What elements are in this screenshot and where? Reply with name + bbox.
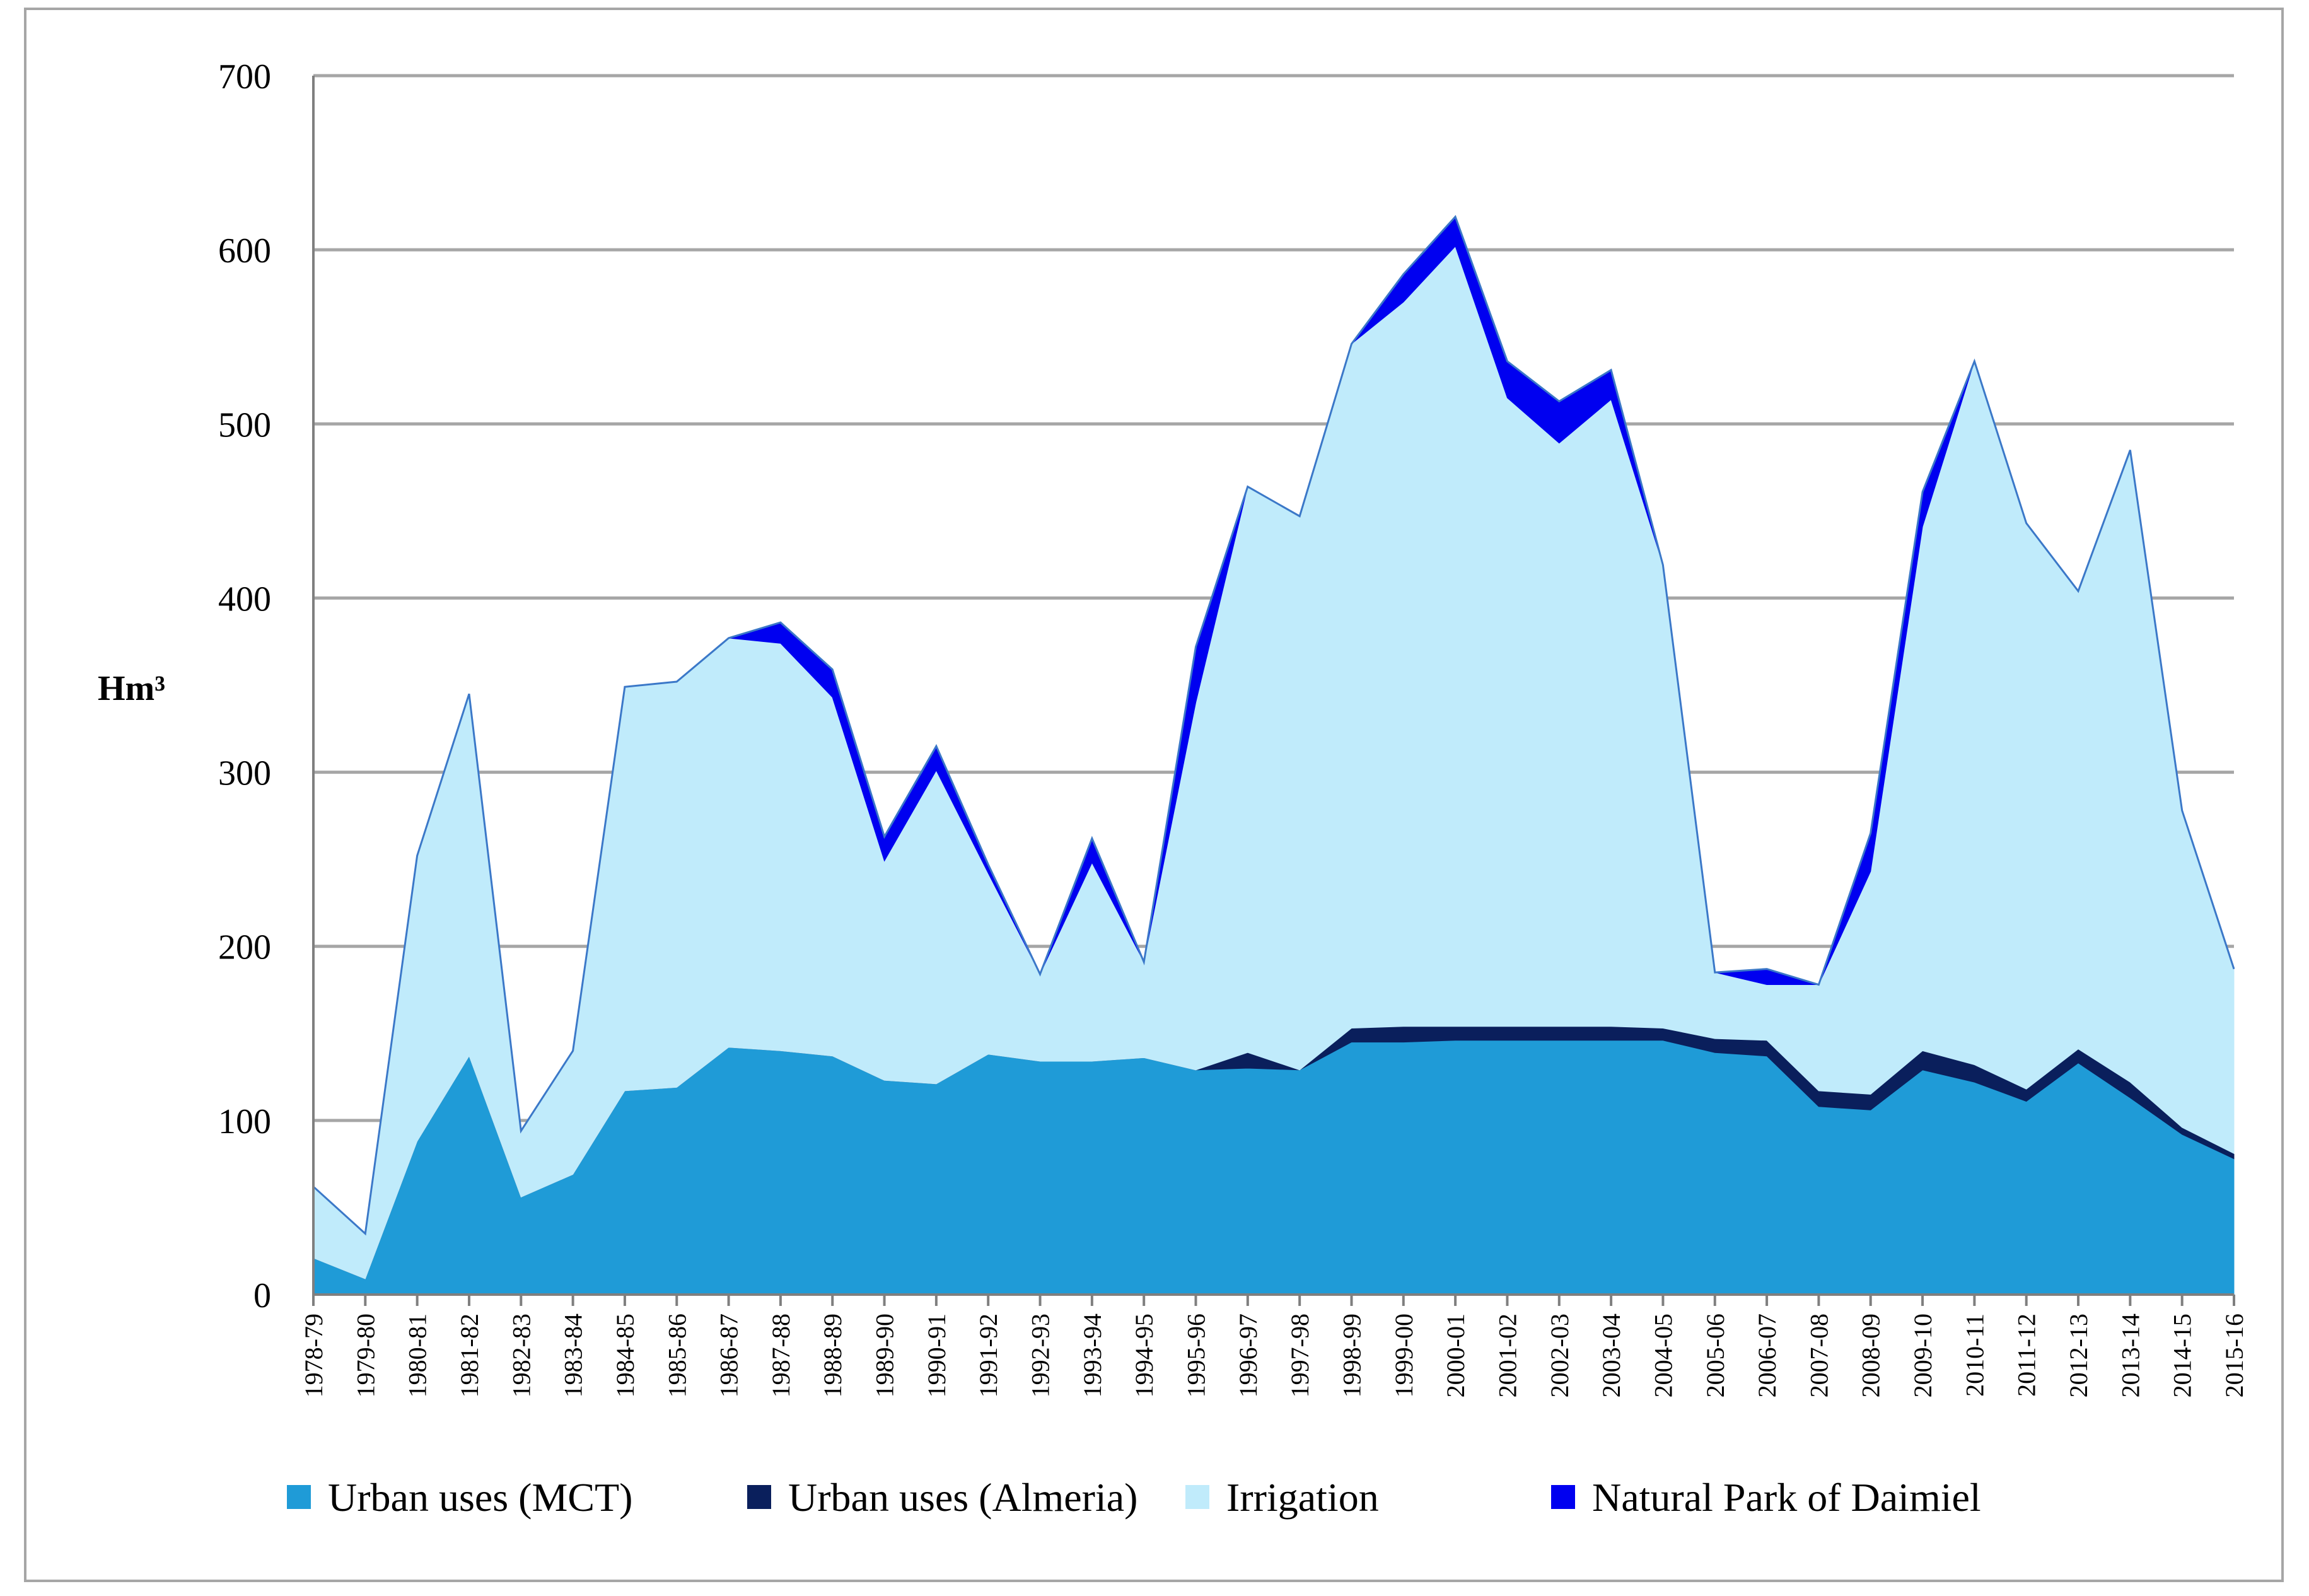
x-tick-label: 1993-94 bbox=[1078, 1313, 1107, 1397]
x-tick-label: 1996-97 bbox=[1234, 1313, 1262, 1397]
x-tick-label: 2005-06 bbox=[1701, 1313, 1730, 1397]
x-tick-label: 1982-83 bbox=[507, 1313, 535, 1397]
x-tick-label: 2008-09 bbox=[1857, 1313, 1885, 1397]
y-tick-label: 600 bbox=[218, 231, 271, 271]
x-tick-label: 1997-98 bbox=[1286, 1313, 1314, 1397]
legend-swatch bbox=[747, 1485, 771, 1509]
legend-label: Urban uses (MCT) bbox=[328, 1475, 632, 1520]
chart-frame bbox=[24, 8, 2284, 1582]
legend-swatch bbox=[1551, 1485, 1575, 1509]
x-tick-label: 1992-93 bbox=[1027, 1313, 1055, 1397]
x-tick-label: 2012-13 bbox=[2064, 1313, 2093, 1397]
x-tick-label: 1985-86 bbox=[663, 1313, 691, 1397]
x-tick-label: 1994-95 bbox=[1130, 1313, 1158, 1397]
x-tick-label: 2009-10 bbox=[1909, 1313, 1937, 1397]
legend-label: Irrigation bbox=[1226, 1475, 1379, 1520]
x-tick-label: 1991-92 bbox=[974, 1313, 1003, 1397]
x-tick-label: 1990-91 bbox=[922, 1313, 951, 1397]
x-tick-label: 2004-05 bbox=[1649, 1313, 1677, 1397]
x-tick-label: 2002-03 bbox=[1545, 1313, 1574, 1397]
x-tick-label: 1984-85 bbox=[611, 1313, 639, 1397]
x-tick-label: 2013-14 bbox=[2116, 1313, 2144, 1397]
x-tick-label: 2000-01 bbox=[1441, 1313, 1470, 1397]
x-tick-label: 2003-04 bbox=[1597, 1313, 1626, 1397]
y-axis-label: Hm³ bbox=[98, 669, 165, 708]
legend-swatch bbox=[1185, 1485, 1209, 1509]
x-tick-label: 2011-12 bbox=[2013, 1313, 2041, 1397]
x-tick-label: 2007-08 bbox=[1805, 1313, 1833, 1397]
x-tick-label: 1979-80 bbox=[351, 1313, 380, 1397]
y-tick-label: 200 bbox=[218, 928, 271, 967]
x-tick-label: 1983-84 bbox=[559, 1313, 588, 1397]
legend-label: Urban uses (Almeria) bbox=[788, 1475, 1137, 1520]
x-tick-label: 2014-15 bbox=[2168, 1313, 2197, 1397]
legend-label: Natural Park of Daimiel bbox=[1592, 1475, 1981, 1520]
legend: Urban uses (MCT) Urban uses (Almeria) Irri… bbox=[287, 1475, 1981, 1520]
area-series bbox=[312, 214, 2235, 1295]
x-tick-label: 2001-02 bbox=[1493, 1313, 1521, 1397]
y-tick-label: 400 bbox=[218, 580, 271, 619]
x-tick-label: 1999-00 bbox=[1390, 1313, 1418, 1397]
x-tick-label: 1986-87 bbox=[715, 1313, 743, 1397]
total-outline bbox=[312, 214, 2235, 1236]
legend-swatch bbox=[287, 1485, 311, 1509]
x-tick-labels: 1978-79 1979-80 1980-81 1981-82 1982-83 1983-… bbox=[300, 1313, 2248, 1397]
x-tick-label: 1978-79 bbox=[300, 1313, 328, 1397]
x-tick-label: 1981-82 bbox=[455, 1313, 484, 1397]
y-tick-label: 300 bbox=[218, 754, 271, 793]
x-tick-label: 2015-16 bbox=[2220, 1313, 2248, 1397]
axes bbox=[312, 76, 2235, 1306]
y-tick-label: 100 bbox=[218, 1102, 271, 1141]
x-tick-label: 1980-81 bbox=[404, 1313, 432, 1397]
x-tick-label: 1995-96 bbox=[1182, 1313, 1211, 1397]
x-tick-label: 1998-99 bbox=[1337, 1313, 1366, 1397]
x-tick-label: 1989-90 bbox=[871, 1313, 899, 1397]
y-tick-labels: 0 100 200 300 400 500 600 700 bbox=[218, 57, 271, 1315]
x-tick-label: 1987-88 bbox=[767, 1313, 795, 1397]
y-tick-label: 500 bbox=[218, 405, 271, 445]
x-tick-label: 2010-11 bbox=[1960, 1313, 1989, 1397]
y-tick-label: 0 bbox=[253, 1276, 271, 1315]
x-tick-label: 1988-89 bbox=[818, 1313, 847, 1397]
y-tick-label: 700 bbox=[218, 57, 271, 96]
x-tick-label: 2006-07 bbox=[1753, 1313, 1781, 1397]
